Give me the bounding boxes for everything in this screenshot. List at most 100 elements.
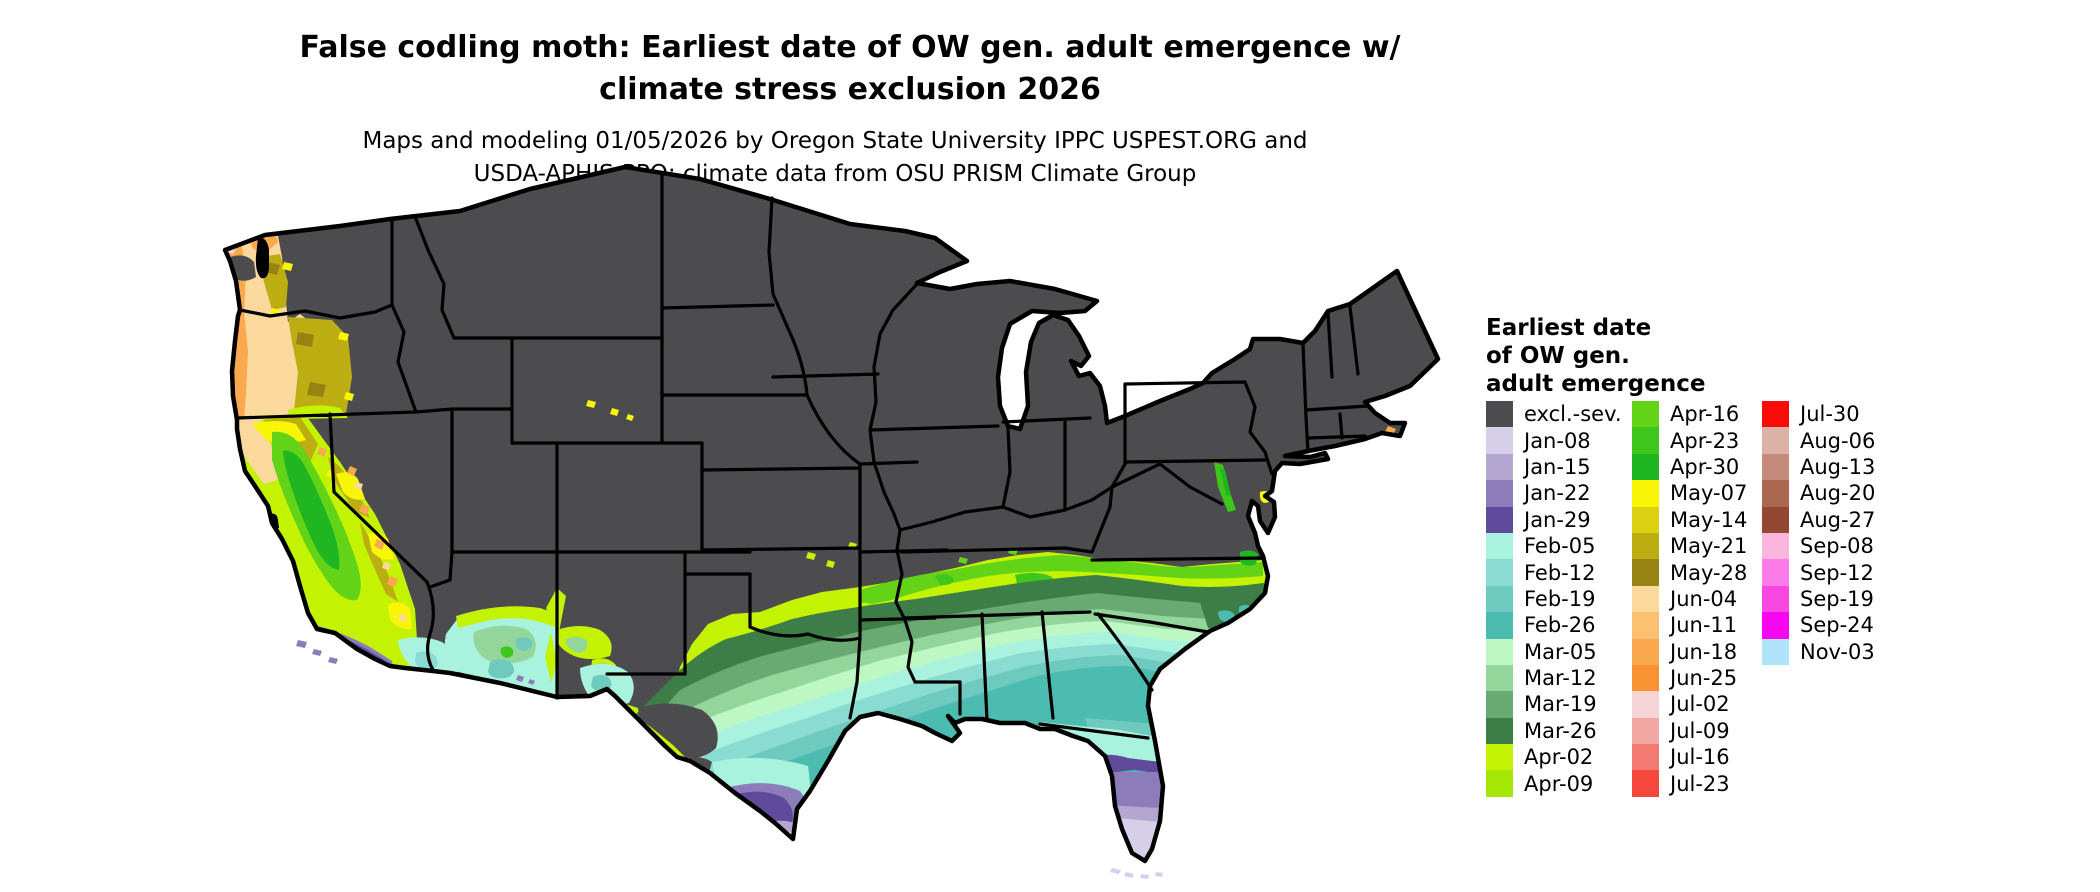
legend-swatch-mar26 <box>1486 717 1513 745</box>
legend-swatch-jan29 <box>1486 506 1513 533</box>
legend-entry: Feb-19 <box>1486 585 1622 613</box>
legend-label: Feb-19 <box>1524 586 1596 611</box>
map-title-line2: climate stress exclusion 2026 <box>599 72 1101 107</box>
legend-label: Jul-02 <box>1670 692 1730 717</box>
legend-label: Sep-19 <box>1800 586 1874 611</box>
legend-label: Aug-06 <box>1800 428 1876 453</box>
legend-label: Apr-30 <box>1670 454 1740 479</box>
legend-entry: Jun-11 <box>1632 612 1747 639</box>
legend-column-3: Jul-30 Aug-06 Aug-13 Aug-20 Aug-27 Sep-08 Sep-… <box>1762 401 1875 665</box>
legend-swatch-jan08 <box>1486 427 1513 454</box>
legend-label: Jun-18 <box>1670 639 1738 664</box>
legend-entry: Sep-19 <box>1762 585 1875 613</box>
legend-label: Jan-08 <box>1524 428 1591 453</box>
legend-entry: Jan-15 <box>1486 453 1622 481</box>
legend-entry: Jul-23 <box>1632 770 1747 797</box>
region-apr16-band <box>860 555 1263 604</box>
legend-label: Feb-12 <box>1524 560 1596 585</box>
legend-label: Mar-05 <box>1524 639 1597 664</box>
legend-label: Jul-30 <box>1800 402 1860 427</box>
legend-entry: Jun-04 <box>1632 585 1747 613</box>
puget-sound-water <box>255 237 269 279</box>
legend-swatch-may28 <box>1632 559 1659 586</box>
legend-entry: Feb-12 <box>1486 559 1622 586</box>
legend-swatch-apr09 <box>1486 770 1513 797</box>
legend-label: excl.-sev. <box>1524 402 1622 427</box>
legend-swatch-jun25 <box>1632 664 1659 692</box>
legend-swatch-may07 <box>1632 480 1659 507</box>
legend-entry: Jul-16 <box>1632 744 1747 771</box>
legend-swatch-mar05 <box>1486 638 1513 665</box>
region-az-mar12 <box>473 625 536 664</box>
legend-label: Mar-26 <box>1524 718 1597 743</box>
legend-label: Jun-04 <box>1670 586 1738 611</box>
legend-swatch-may14 <box>1632 506 1659 533</box>
region-olympics-gray <box>230 255 256 281</box>
region-ca-may07 <box>252 421 412 630</box>
legend-entry: Mar-26 <box>1486 717 1622 745</box>
legend-swatch-jul09 <box>1632 717 1659 745</box>
legend-label: Jul-23 <box>1670 771 1730 796</box>
legend-swatch-jul16 <box>1632 744 1659 771</box>
legend-entry: Jan-22 <box>1486 480 1622 507</box>
region-chesapeake-apr30 <box>1220 468 1258 566</box>
legend-swatch-jun11 <box>1632 612 1659 639</box>
legend-title: Earliest date of OW gen. adult emergence <box>1486 315 1706 397</box>
legend-label: Sep-12 <box>1800 560 1874 585</box>
legend-label: May-07 <box>1670 481 1748 506</box>
legend-entry: Mar-05 <box>1486 638 1622 665</box>
legend-swatch-apr16 <box>1632 401 1659 428</box>
legend-entry: excl.-sev. <box>1486 401 1622 428</box>
legend-swatch-aug27 <box>1762 506 1789 533</box>
legend-swatch-excl <box>1486 401 1513 428</box>
region-az-jan22-dots <box>516 675 535 685</box>
legend-swatch-jun18 <box>1632 638 1659 665</box>
legend-column-2: Apr-16 Apr-23 Apr-30 May-07 May-14 May-21 May-… <box>1632 401 1747 797</box>
legend-label: Apr-02 <box>1524 745 1594 770</box>
legend-swatch-feb12 <box>1486 559 1513 586</box>
legend-label: Sep-24 <box>1800 613 1874 638</box>
legend-entry: Sep-12 <box>1762 559 1875 586</box>
legend-swatch-jan22 <box>1486 480 1513 507</box>
legend-label: Feb-26 <box>1524 613 1596 638</box>
legend-label: Sep-08 <box>1800 534 1874 559</box>
legend-entry: Jun-25 <box>1632 664 1747 692</box>
region-az-apr02-fringe <box>456 588 566 682</box>
region-wtx-gray <box>638 703 718 777</box>
legend-label: Apr-16 <box>1670 402 1740 427</box>
legend-column-1: excl.-sev. Jan-08 Jan-15 Jan-22 Jan-29 Feb-05… <box>1486 401 1622 797</box>
legend-swatch-apr23 <box>1632 427 1659 454</box>
legend-entry: Aug-13 <box>1762 453 1875 481</box>
legend-entry: Jan-08 <box>1486 427 1622 454</box>
legend-swatch-may21 <box>1632 532 1659 560</box>
legend-swatch-feb05 <box>1486 532 1513 560</box>
us-emergence-map <box>160 162 1450 892</box>
legend-entry: Sep-08 <box>1762 532 1875 560</box>
legend-swatch-apr02 <box>1486 744 1513 771</box>
legend-swatch-nov03 <box>1762 638 1789 665</box>
legend-swatch-aug06 <box>1762 427 1789 454</box>
region-florida-keys <box>1110 868 1163 879</box>
legend-label: May-14 <box>1670 507 1748 532</box>
legend-label: Aug-27 <box>1800 507 1876 532</box>
legend-entry: May-21 <box>1632 532 1747 560</box>
legend-label: Feb-05 <box>1524 534 1596 559</box>
legend-entry: May-14 <box>1632 506 1748 533</box>
legend-entry: Mar-19 <box>1486 691 1622 718</box>
region-fl-jan22 <box>1096 772 1162 810</box>
region-nc-coast-feb26 <box>1218 604 1252 622</box>
legend-swatch-sep19 <box>1762 585 1789 613</box>
legend-label: Nov-03 <box>1800 639 1875 664</box>
legend-swatch-jul23 <box>1632 770 1659 797</box>
legend-entry: Aug-20 <box>1762 480 1875 507</box>
legend-label: Mar-12 <box>1524 666 1597 691</box>
legend-label: Jul-16 <box>1670 745 1730 770</box>
legend-entry: Apr-23 <box>1632 427 1747 454</box>
state-borders <box>235 172 1370 740</box>
us-map-svg <box>160 162 1450 879</box>
legend-entry: Jun-18 <box>1632 638 1747 665</box>
legend-label: Jul-09 <box>1670 718 1730 743</box>
legend-entry: Apr-16 <box>1632 401 1747 428</box>
legend-label: Mar-19 <box>1524 692 1597 717</box>
legend-label: Jun-25 <box>1670 666 1738 691</box>
